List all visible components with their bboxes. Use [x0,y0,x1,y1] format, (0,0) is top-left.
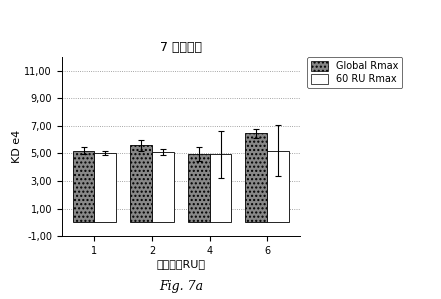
Text: Fig. 7a: Fig. 7a [159,280,203,293]
Bar [73,151,94,222]
Bar [130,145,152,222]
Bar [152,152,174,222]
Y-axis label: KD e4: KD e4 [11,130,22,163]
Legend: Global Rmax, 60 RU Rmax: Global Rmax, 60 RU Rmax [307,57,403,88]
X-axis label: ノイズ（RU）: ノイズ（RU） [156,259,206,269]
Bar [188,154,209,222]
Bar [267,151,289,222]
Bar [245,133,267,222]
Bar [209,154,232,222]
Bar [94,153,116,222]
Title: 7 データ点: 7 データ点 [160,41,202,54]
